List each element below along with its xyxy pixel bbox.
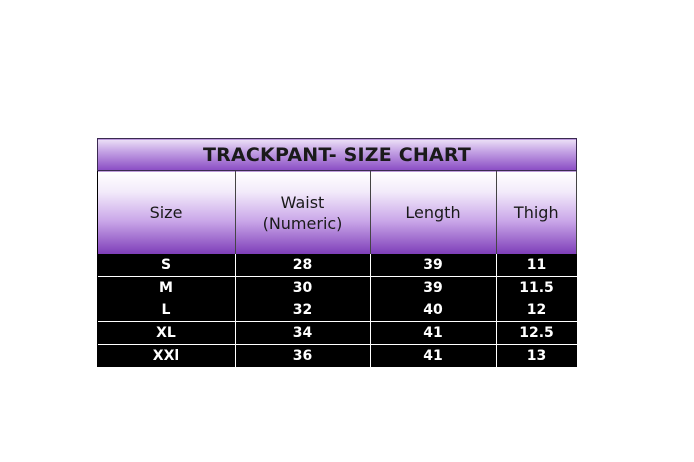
cell-thigh: 11 bbox=[495, 254, 577, 277]
cell-size: S bbox=[97, 254, 236, 277]
cell-thigh: 13 bbox=[495, 344, 577, 367]
chart-title: TRACKPANT- SIZE CHART bbox=[97, 138, 577, 171]
cell-length: 41 bbox=[369, 321, 497, 345]
table-row: XL 34 41 12.5 bbox=[97, 321, 577, 345]
table-row: M 30 39 11.5 bbox=[97, 276, 577, 299]
cell-length: 41 bbox=[369, 344, 497, 367]
cell-length: 39 bbox=[369, 254, 497, 277]
cell-length: 40 bbox=[369, 299, 497, 322]
cell-waist: 34 bbox=[234, 321, 371, 345]
table-row: XXl 36 41 13 bbox=[97, 344, 577, 367]
header-row: Size Waist (Numeric) Length Thigh bbox=[97, 170, 577, 254]
header-thigh: Thigh bbox=[495, 170, 577, 254]
header-waist: Waist (Numeric) bbox=[234, 170, 371, 254]
size-chart-table: TRACKPANT- SIZE CHART Size Waist (Numeri… bbox=[97, 138, 577, 367]
header-size: Size bbox=[97, 170, 236, 254]
cell-waist: 28 bbox=[234, 254, 371, 277]
cell-size: XL bbox=[97, 321, 236, 345]
cell-waist: 36 bbox=[234, 344, 371, 367]
table-row: S 28 39 11 bbox=[97, 254, 577, 277]
cell-thigh: 12 bbox=[495, 299, 577, 322]
cell-waist: 30 bbox=[234, 276, 371, 299]
cell-size: XXl bbox=[97, 344, 236, 367]
cell-waist: 32 bbox=[234, 299, 371, 322]
cell-size: L bbox=[97, 299, 236, 322]
header-length: Length bbox=[369, 170, 497, 254]
cell-size: M bbox=[97, 276, 236, 299]
cell-thigh: 11.5 bbox=[495, 276, 577, 299]
cell-thigh: 12.5 bbox=[495, 321, 577, 345]
table-row: L 32 40 12 bbox=[97, 299, 577, 322]
cell-length: 39 bbox=[369, 276, 497, 299]
